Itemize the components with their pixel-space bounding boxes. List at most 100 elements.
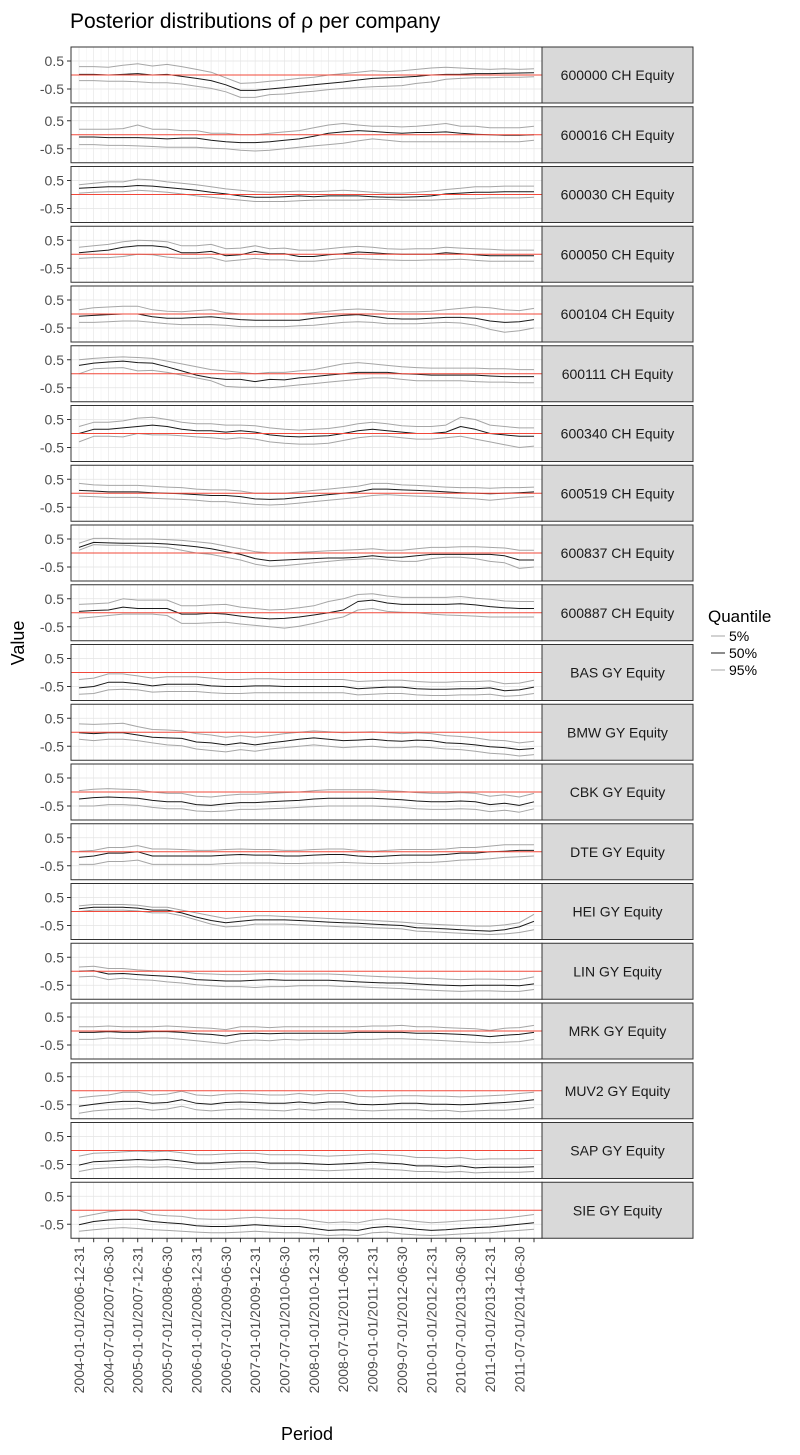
facet-panel: 600837 CH Equity 0.5 -0.5 bbox=[40, 524, 694, 582]
series-line-q5 bbox=[78, 544, 535, 569]
facet-strip bbox=[541, 285, 694, 343]
series-line-q50 bbox=[78, 360, 534, 383]
series-line-q5 bbox=[78, 975, 535, 992]
series-line-q50 bbox=[78, 185, 534, 198]
series-line-q95 bbox=[79, 123, 535, 136]
facet-strip-label: 600340 CH Equity bbox=[561, 426, 675, 442]
facet-panel: 600050 CH Equity 0.5 -0.5 bbox=[40, 225, 694, 283]
y-tick-label: 0.5 bbox=[45, 232, 65, 248]
facet-strip-label: MRK GY Equity bbox=[569, 1023, 667, 1039]
x-tick-label: 2010-01-01/2012-12-31 bbox=[423, 1246, 439, 1393]
facet-panel: 600000 CH Equity 0.5 -0.5 bbox=[40, 46, 694, 104]
y-tick-label: 0.5 bbox=[45, 173, 65, 189]
series-line-q5 bbox=[79, 138, 535, 152]
facet-strip bbox=[541, 644, 694, 701]
x-tick-label: 2006-01-01/2008-12-31 bbox=[188, 1246, 204, 1393]
y-tick-label: -0.5 bbox=[40, 380, 64, 396]
facet-panel: 600111 CH Equity 0.5 -0.5 bbox=[40, 345, 694, 403]
series-line-q5 bbox=[78, 189, 535, 202]
x-tick-label: 2004-01-01/2006-12-31 bbox=[71, 1246, 87, 1393]
facet-strip-label: LIN GY Equity bbox=[573, 963, 661, 979]
y-axis-title: Value bbox=[8, 621, 28, 666]
y-tick-label: 0.5 bbox=[45, 292, 65, 308]
series-line-q50 bbox=[78, 849, 534, 858]
series-line-q95 bbox=[78, 722, 535, 744]
series-line-q5 bbox=[79, 1037, 535, 1045]
x-tick-label: 2009-01-01/2011-12-31 bbox=[365, 1246, 381, 1392]
y-tick-label: -0.5 bbox=[40, 1157, 64, 1173]
series-line-q50 bbox=[78, 599, 534, 620]
facet-strip-label: 600519 CH Equity bbox=[561, 485, 675, 501]
facet-strip-label: 600111 CH Equity bbox=[562, 366, 674, 382]
series-line-q95 bbox=[78, 482, 535, 494]
facet-strip-label: 600050 CH Equity bbox=[561, 246, 675, 262]
facet-panel: SAP GY Equity 0.5 -0.5 bbox=[40, 1122, 694, 1179]
series-line-q50 bbox=[79, 1031, 535, 1038]
series-line-q50 bbox=[78, 970, 535, 987]
y-tick-label: -0.5 bbox=[40, 260, 64, 276]
series-line-q5 bbox=[79, 320, 535, 333]
y-tick-label: -0.5 bbox=[40, 499, 64, 515]
series-line-q95 bbox=[78, 1150, 535, 1160]
y-tick-label: 0.5 bbox=[45, 1188, 65, 1204]
x-axis: 2004-01-01/2006-12-31 2004-07-01/2007-06-… bbox=[71, 1238, 535, 1393]
chart-title: Posterior distributions of ρ per company bbox=[70, 10, 441, 33]
y-tick-label: -0.5 bbox=[40, 619, 64, 635]
series-line-q5 bbox=[78, 608, 534, 629]
facet-panel: CBK GY Equity 0.5 -0.5 bbox=[40, 763, 694, 821]
series-line-q50 bbox=[78, 1218, 535, 1231]
facet-strip-label: 600030 CH Equity bbox=[561, 187, 675, 203]
facet-strip bbox=[541, 345, 694, 403]
facet-strip bbox=[541, 584, 694, 642]
facet-strip bbox=[541, 225, 694, 283]
facet-panel: 600340 CH Equity 0.5 -0.5 bbox=[40, 405, 694, 462]
legend-label: 95% bbox=[729, 662, 757, 678]
facet-panel: MRK GY Equity 0.5 -0.5 bbox=[40, 1002, 694, 1060]
series-line-q50 bbox=[78, 424, 534, 438]
legend-label: 5% bbox=[729, 628, 749, 644]
series-line-q5 bbox=[78, 688, 535, 697]
facet-strip bbox=[541, 166, 694, 223]
y-tick-label: 0.5 bbox=[45, 651, 65, 667]
facet-strip bbox=[541, 883, 694, 940]
series-line-q50 bbox=[78, 541, 534, 562]
series-line-q50 bbox=[78, 732, 535, 751]
facet-panel: MUV2 GY Equity 0.5 -0.5 bbox=[40, 1062, 694, 1120]
facet-strip bbox=[541, 1181, 694, 1239]
series-line-q50 bbox=[78, 245, 534, 257]
x-tick-label: 2005-01-01/2007-12-31 bbox=[130, 1246, 146, 1393]
x-tick-label: 2011-01-01/2013-12-31 bbox=[482, 1246, 498, 1392]
series-line-q50 bbox=[78, 1099, 535, 1107]
facet-panel: LIN GY Equity 0.5 -0.5 bbox=[40, 942, 694, 1000]
series-line-q5 bbox=[78, 494, 535, 506]
y-tick-label: -0.5 bbox=[40, 141, 64, 157]
series-line-q5 bbox=[78, 1105, 535, 1114]
series-line-q95 bbox=[78, 844, 534, 852]
series-line-q5 bbox=[78, 367, 534, 389]
y-tick-label: 0.5 bbox=[45, 1009, 65, 1025]
facet-strip bbox=[541, 1002, 694, 1060]
series-line-q95 bbox=[78, 416, 534, 431]
y-tick-label: 0.5 bbox=[45, 770, 65, 786]
series-line-q5 bbox=[78, 1166, 535, 1174]
series-line-q95 bbox=[78, 904, 535, 927]
series-line-q50 bbox=[78, 796, 535, 806]
y-tick-label: 0.5 bbox=[45, 113, 65, 129]
y-tick-label: -0.5 bbox=[40, 81, 64, 97]
y-tick-label: -0.5 bbox=[40, 320, 64, 336]
series-line-q95 bbox=[78, 673, 535, 685]
x-tick-label: 2011-07-01/2014-06-30 bbox=[511, 1246, 527, 1392]
y-tick-label: 0.5 bbox=[45, 949, 65, 965]
y-tick-label: 0.5 bbox=[45, 352, 65, 368]
legend-label: 50% bbox=[729, 645, 757, 661]
y-tick-label: -0.5 bbox=[40, 1216, 64, 1232]
y-tick-label: -0.5 bbox=[40, 798, 64, 814]
y-tick-label: 0.5 bbox=[45, 890, 65, 906]
facet-strip bbox=[541, 1062, 694, 1120]
y-tick-label: -0.5 bbox=[40, 201, 64, 217]
facet-panel: DTE GY Equity 0.5 -0.5 bbox=[40, 823, 694, 881]
series-line-q5 bbox=[79, 804, 535, 813]
y-tick-label: 0.5 bbox=[45, 830, 65, 846]
y-tick-label: 0.5 bbox=[45, 1069, 65, 1085]
